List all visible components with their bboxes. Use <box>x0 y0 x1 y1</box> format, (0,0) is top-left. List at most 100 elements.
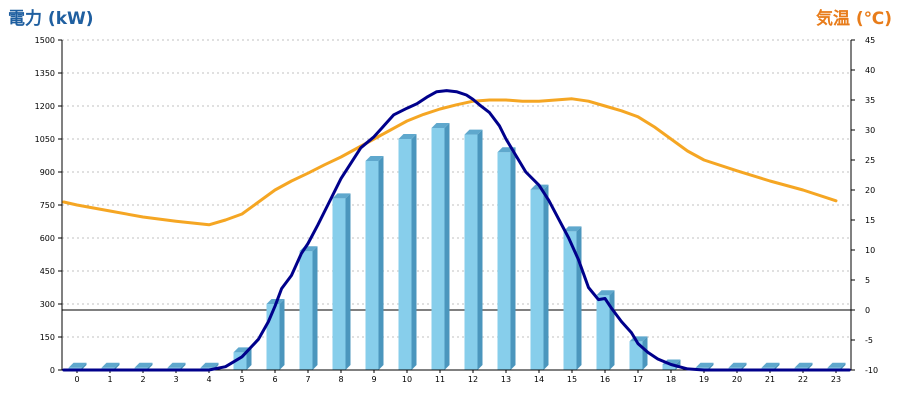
bar-side <box>114 362 120 370</box>
x-tick-label: 4 <box>206 375 211 384</box>
x-tick-label: 12 <box>468 375 478 384</box>
y-left-tick-label: 1350 <box>35 69 55 78</box>
x-tick-label: 1 <box>107 375 112 384</box>
bar <box>596 290 615 370</box>
x-tick-label: 16 <box>600 375 610 384</box>
y-left-tick-label: 0 <box>50 366 55 375</box>
x-tick-label: 22 <box>798 375 808 384</box>
bar <box>530 184 549 370</box>
y-axis-right-title: 気温 (℃) <box>815 9 892 29</box>
bar-side <box>609 290 615 370</box>
x-tick-label: 19 <box>699 375 709 384</box>
bar-top <box>827 362 846 368</box>
y-right-tick-label: 20 <box>865 186 875 195</box>
bar-side <box>774 362 780 370</box>
y-right-tick-label: -5 <box>865 336 873 345</box>
x-tick-label: 0 <box>74 375 79 384</box>
x-tick-label: 6 <box>272 375 277 384</box>
y-left-tick-label: 1200 <box>35 102 55 111</box>
bar-side <box>180 362 186 370</box>
y-right-tick-label: -10 <box>865 366 878 375</box>
bar-front <box>497 152 511 370</box>
bar-front <box>299 251 313 370</box>
y-axis-left-title: 電力 (kW) <box>8 9 94 29</box>
x-tick-label: 13 <box>501 375 511 384</box>
bar-top <box>332 193 351 199</box>
bar-front <box>365 161 379 370</box>
x-tick-label: 17 <box>633 375 643 384</box>
y-right-tick-label: 0 <box>865 306 870 315</box>
bar-side <box>444 123 450 370</box>
x-tick-label: 3 <box>173 375 178 384</box>
y-left-tick-label: 450 <box>40 267 55 276</box>
bar-front <box>530 189 544 370</box>
bar-top <box>563 226 582 232</box>
bar-side <box>345 193 351 370</box>
bar-front <box>662 364 676 370</box>
bar-side <box>411 134 417 370</box>
temperature-line <box>62 97 838 227</box>
x-tick-label: 15 <box>567 375 577 384</box>
bar-top <box>431 123 450 128</box>
bar-top <box>365 156 384 161</box>
bar-side <box>279 299 285 370</box>
bar-top <box>464 129 483 135</box>
bar-front <box>398 139 412 370</box>
bar-front <box>332 198 346 370</box>
bar-top <box>101 362 120 368</box>
x-tick-label: 9 <box>371 375 376 384</box>
bar <box>431 123 450 370</box>
bar-side <box>246 347 252 370</box>
bar-front <box>629 341 643 370</box>
y-left-tick-label: 750 <box>40 201 55 210</box>
bar-side <box>807 362 813 370</box>
bar-top <box>761 362 780 368</box>
bar-side <box>147 362 153 370</box>
x-tick-label: 5 <box>239 375 244 384</box>
bar-side <box>378 156 384 370</box>
x-tick-label: 11 <box>435 375 445 384</box>
bar-side <box>741 362 747 370</box>
bar-top <box>200 362 219 368</box>
y-right-tick-label: 40 <box>865 66 875 75</box>
bar-side <box>708 362 714 370</box>
bar-front <box>596 295 610 370</box>
bar-side <box>840 362 846 370</box>
y-left-tick-label: 1500 <box>35 36 55 45</box>
bar-top <box>794 362 813 368</box>
x-tick-label: 20 <box>732 375 742 384</box>
y-left-tick-label: 600 <box>40 234 55 243</box>
bar-top <box>695 362 714 368</box>
bar-side <box>510 147 516 370</box>
bar-top <box>398 134 417 139</box>
bar-top <box>596 290 615 296</box>
x-tick-label: 10 <box>402 375 412 384</box>
y-right-tick-label: 25 <box>865 156 875 165</box>
x-tick-label: 18 <box>666 375 676 384</box>
bar <box>365 156 384 370</box>
bar-side <box>543 184 549 370</box>
bar <box>332 193 351 370</box>
bar <box>266 299 285 370</box>
bar <box>398 134 417 370</box>
bar-top <box>728 362 747 368</box>
bar-top <box>167 362 186 368</box>
y-left-tick-label: 150 <box>40 333 55 342</box>
y-right-tick-label: 15 <box>865 216 875 225</box>
x-tick-label: 2 <box>140 375 145 384</box>
bar <box>629 336 648 370</box>
y-right-tick-label: 45 <box>865 36 875 45</box>
bar-front <box>563 231 577 370</box>
power-line <box>62 89 851 372</box>
bar <box>299 246 318 370</box>
x-tick-label: 7 <box>305 375 310 384</box>
bar <box>464 129 483 370</box>
x-tick-label: 21 <box>765 375 775 384</box>
y-left-tick-label: 300 <box>40 300 55 309</box>
y-left-tick-label: 900 <box>40 168 55 177</box>
bar-side <box>642 336 648 370</box>
y-right-tick-label: 35 <box>865 96 875 105</box>
bar-top <box>134 362 153 368</box>
